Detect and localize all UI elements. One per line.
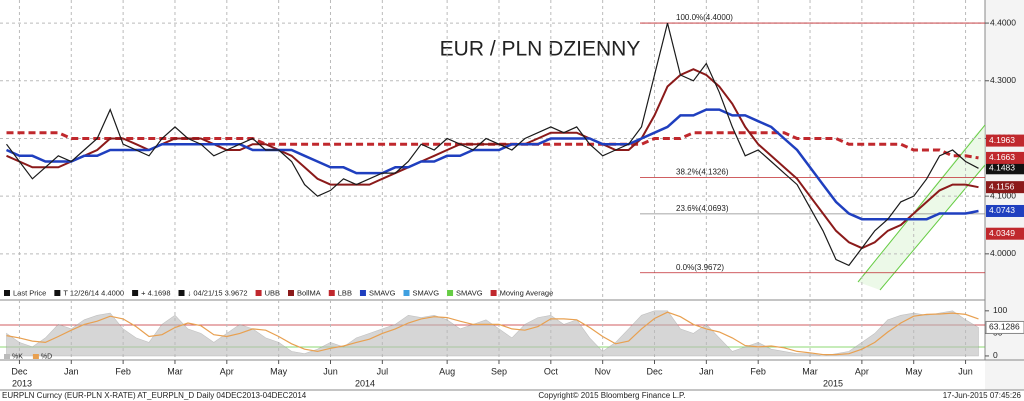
chart-title: EUR / PLN DZIENNY (440, 38, 641, 61)
x-tick-label: May (905, 366, 923, 376)
year-label: 2015 (823, 378, 843, 388)
y-tick-label: 0 (993, 350, 998, 360)
legend-swatch (32, 354, 39, 359)
last-value-tag: 4.0743 (989, 205, 1015, 215)
x-tick-label: Apr (855, 366, 869, 376)
x-tick-label: Oct (544, 366, 559, 376)
footer-center: Copyright© 2015 Bloomberg Finance L.P. (538, 391, 685, 400)
legend-label: T 12/26/14 4.4000 (63, 288, 124, 297)
y-tick-label: 4.0000 (990, 248, 1016, 258)
legend-swatch (132, 290, 139, 296)
legend-swatch (328, 290, 335, 296)
lower-tag: 63.1286 (989, 322, 1020, 332)
fib-label: 38.2%(4.1326) (676, 167, 729, 176)
legend-swatch (255, 290, 262, 296)
legend-bg (0, 287, 470, 299)
series-line (6, 22, 979, 267)
x-tick-label: Mar (802, 366, 818, 376)
x-tick-label: Dec (646, 366, 663, 376)
legend-label: Last Price (13, 288, 46, 297)
legend-label: %K (12, 353, 23, 360)
legend-label: SMAVG (456, 288, 483, 297)
last-value-tag-box (986, 204, 1024, 217)
x-tick-label: Mar (167, 366, 183, 376)
band-tag: 4.1963 (989, 135, 1015, 145)
legend-label: %D (41, 353, 52, 360)
x-tick-label: Feb (750, 366, 766, 376)
legend-label: + 4.1698 (141, 288, 170, 297)
x-tick-label: Jul (377, 366, 389, 376)
series-line (5, 108, 979, 221)
year-label: 2014 (355, 378, 375, 388)
legend-label: BollMA (297, 288, 321, 297)
legend-swatch (178, 290, 185, 296)
last-value-tag-box (986, 181, 1024, 194)
d-line (6, 311, 979, 356)
legend-swatch (288, 290, 294, 296)
footer-right: 17-Jun-2015 07:45:26 (943, 391, 1022, 400)
series-line (6, 68, 979, 250)
legend-label: ↓ 04/21/15 3.9672 (188, 288, 248, 297)
y-tick-label: 4.3000 (990, 75, 1016, 85)
y-tick-label: 100 (993, 305, 1007, 315)
last-value-tag: 4.1156 (989, 181, 1015, 191)
x-tick-label: Apr (220, 366, 234, 376)
year-label: 2013 (12, 378, 32, 388)
legend-label: LBB (338, 288, 352, 297)
legend-label: SMAVG (369, 288, 396, 297)
last-value-tag-box (986, 151, 1024, 164)
x-tick-label: Jan (64, 366, 79, 376)
fib-label: 23.6%(4.0693) (676, 204, 729, 213)
x-tick-label: May (270, 366, 288, 376)
x-tick-label: Dec (11, 366, 28, 376)
y-tick-label: 4.4000 (990, 17, 1016, 27)
legend-swatch (447, 290, 454, 296)
legend-swatch (54, 290, 61, 296)
x-tick-label: Feb (115, 366, 131, 376)
legend-label: Moving Average (500, 288, 554, 297)
legend-label: SMAVG (413, 288, 440, 297)
last-value-tag-box (986, 162, 1024, 175)
trend-line (857, 124, 986, 283)
x-tick-label: Jan (699, 366, 714, 376)
band-tag-box (986, 227, 1024, 240)
legend-label: UBB (265, 288, 280, 297)
last-value-tag: 4.1483 (989, 163, 1015, 173)
k-area (6, 310, 979, 357)
x-tick-label: Sep (491, 366, 507, 376)
last-value-tag: 4.1663 (989, 152, 1015, 162)
legend-swatch (4, 354, 10, 359)
x-tick-label: Jun (958, 366, 973, 376)
x-tick-label: Jun (323, 366, 338, 376)
legend-swatch (4, 290, 10, 296)
legend-swatch (490, 290, 497, 296)
fib-label: 0.0%(3.9672) (676, 263, 724, 272)
legend-swatch (359, 290, 366, 296)
legend-swatch (403, 290, 410, 296)
x-tick-label: Aug (439, 366, 455, 376)
x-tick-label: Nov (595, 366, 612, 376)
band-tag-box (986, 134, 1024, 147)
footer-left: EURPLN Curncy (EUR-PLN X-RATE) AT_EURPLN… (2, 391, 307, 400)
lower-tag-box (985, 320, 1024, 334)
y-tick-label: 4.1000 (990, 190, 1016, 200)
fib-label: 100.0%(4.4000) (676, 13, 733, 22)
band-tag: 4.0349 (989, 228, 1015, 238)
